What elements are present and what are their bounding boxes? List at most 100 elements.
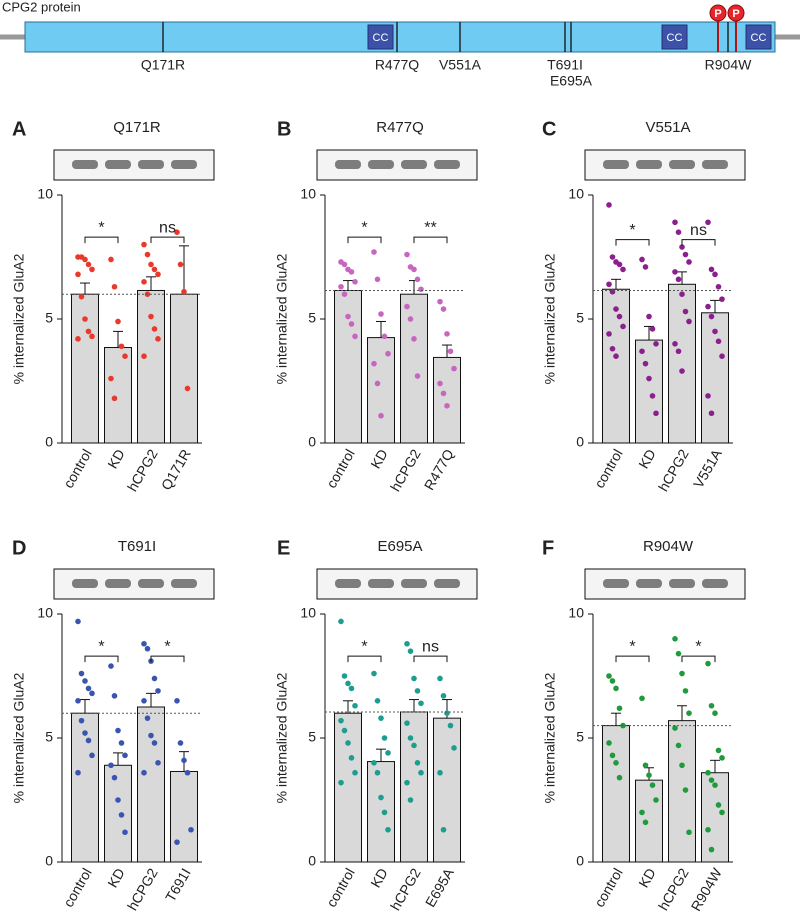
data-point: [649, 393, 656, 399]
data-point: [708, 313, 715, 320]
data-point: [341, 727, 348, 734]
mutation-label: R477Q: [375, 57, 419, 73]
x-tick-label: KD: [635, 865, 659, 890]
data-point: [705, 219, 711, 226]
panel-letter: B: [277, 118, 291, 140]
data-point: [686, 829, 692, 836]
data-point: [411, 675, 417, 682]
data-point: [144, 645, 151, 652]
x-tick-label: hCPG2: [124, 865, 161, 913]
chart-title: R477Q: [376, 119, 424, 136]
data-point: [672, 636, 678, 642]
data-point: [712, 710, 718, 716]
data-point: [715, 283, 722, 290]
data-point: [414, 373, 421, 379]
data-point: [404, 640, 410, 647]
bar: [635, 779, 663, 863]
data-point: [82, 316, 88, 322]
data-point: [646, 313, 652, 320]
data-point: [437, 675, 443, 682]
significance-label: *: [98, 219, 104, 236]
data-point: [639, 348, 645, 355]
blot-band: [171, 160, 197, 169]
protein-bar: [24, 21, 776, 53]
data-point: [89, 752, 95, 759]
significance-label: ns: [422, 638, 439, 655]
bar: [137, 289, 165, 444]
data-point: [338, 779, 344, 786]
data-point: [141, 640, 147, 647]
panel-letter: E: [277, 537, 290, 559]
blot-band: [335, 160, 361, 169]
blot-band: [669, 579, 695, 588]
data-point: [606, 331, 612, 337]
significance-bracket: [84, 655, 119, 663]
data-point: [705, 660, 711, 667]
bar: [602, 288, 630, 444]
data-point: [447, 722, 454, 729]
data-point: [705, 769, 711, 776]
mutation-label: Q171R: [141, 57, 185, 73]
y-tick-label: 5: [45, 729, 53, 745]
x-tick-label: R477Q: [421, 446, 457, 493]
data-point: [440, 306, 447, 312]
panel-letter: D: [12, 537, 26, 559]
data-point: [174, 229, 180, 235]
data-point: [437, 380, 443, 387]
y-tick-label: 10: [568, 186, 584, 202]
x-tick-label: control: [323, 446, 358, 490]
significance-bracket: [150, 236, 185, 244]
data-point: [414, 688, 421, 694]
data-point: [371, 360, 377, 367]
y-axis-label: % internalized GluA2: [542, 253, 558, 384]
y-tick-label: 10: [300, 186, 316, 202]
data-point: [177, 261, 184, 268]
data-point: [374, 769, 381, 776]
data-point: [682, 787, 689, 793]
data-point: [708, 846, 715, 853]
data-point: [642, 819, 649, 826]
data-point: [151, 675, 158, 682]
chart-title: Q171R: [113, 119, 161, 136]
data-point: [708, 410, 715, 417]
data-point: [613, 760, 619, 766]
blot-band: [401, 160, 427, 169]
data-point: [89, 266, 95, 273]
data-point: [108, 375, 114, 382]
data-point: [686, 318, 692, 325]
data-point: [451, 745, 457, 751]
panel-letter: C: [542, 118, 556, 140]
data-point: [378, 412, 384, 419]
blot-band: [138, 160, 164, 169]
significance-label: ns: [159, 219, 176, 236]
data-point: [719, 809, 725, 816]
data-point: [371, 760, 377, 766]
data-point: [609, 254, 616, 260]
blot-band: [335, 579, 361, 588]
data-point: [653, 341, 659, 347]
data-point: [708, 266, 715, 273]
data-point: [75, 769, 81, 776]
bar: [367, 761, 395, 863]
phospho-site: [727, 4, 745, 22]
data-point: [679, 670, 685, 677]
data-point: [75, 336, 81, 342]
data-point: [606, 673, 612, 679]
significance-label: *: [98, 638, 104, 655]
data-point: [118, 740, 125, 746]
x-tick-label: R904W: [688, 865, 726, 914]
data-point: [675, 650, 682, 657]
significance-label: *: [361, 219, 367, 236]
data-point: [385, 750, 391, 756]
data-point: [385, 350, 391, 357]
data-point: [620, 323, 626, 330]
y-tick-label: 0: [308, 853, 316, 869]
bar: [400, 711, 428, 863]
bar: [334, 712, 362, 863]
data-point: [719, 296, 725, 302]
blot-band: [105, 160, 131, 169]
data-point: [411, 742, 417, 749]
data-point: [414, 760, 421, 766]
data-point: [686, 710, 692, 716]
significance-bracket: [615, 239, 650, 246]
